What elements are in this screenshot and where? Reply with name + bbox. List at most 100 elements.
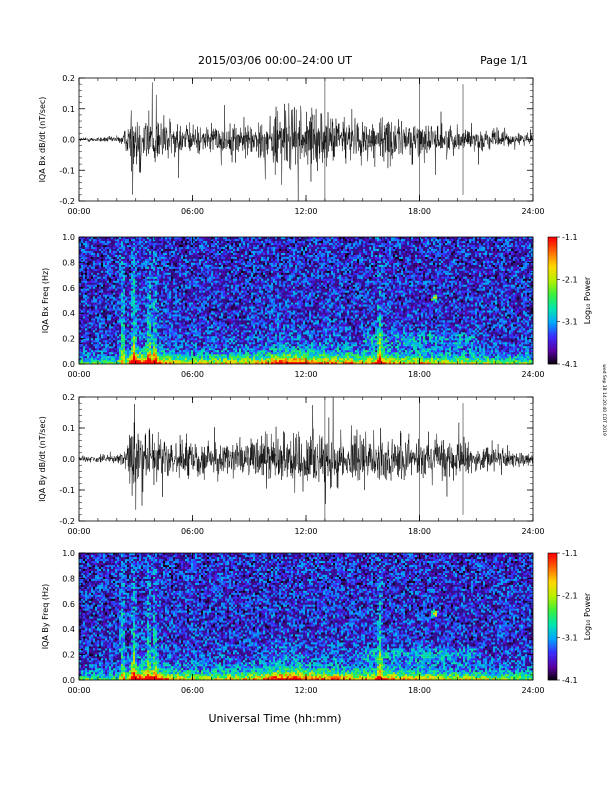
bx-spectrogram-cell (245, 346, 248, 349)
bx-spectrogram-cell (197, 266, 200, 269)
bx-spectrogram-cell (95, 332, 98, 335)
bx-spectrogram-cell (193, 362, 196, 365)
bx-spectrogram-cell (87, 298, 90, 301)
bx-spectrogram-cell (261, 348, 264, 351)
bx-spectrogram-cell (271, 266, 274, 269)
bx-spectrogram-cell (259, 348, 262, 351)
bx-spectrogram-cell (161, 264, 164, 267)
bx-spectrogram-cell (165, 248, 168, 252)
bx-spectrogram-cell (201, 284, 204, 287)
bx-spectrogram-cell (123, 352, 126, 355)
bx-spectrogram-cell (159, 332, 162, 335)
bx-spectrogram-cell (273, 300, 276, 303)
bx-spectrogram-cell (109, 288, 112, 291)
bx-spectrogram-cell (245, 252, 248, 256)
bx-spectrogram-cell (167, 340, 170, 343)
bx-spectrogram-cell (181, 310, 184, 313)
bx-spectrogram-cell (125, 330, 128, 333)
bx-spectrogram-cell (283, 282, 286, 285)
bx-spectrogram-cell (233, 242, 236, 246)
bx-spectrogram-cell (133, 260, 136, 263)
bx-spectrogram-cell (107, 270, 110, 273)
bx-spectrogram-cell (215, 324, 218, 327)
bx-spectrogram-cell (127, 324, 130, 327)
bx-spectrogram-cell (159, 280, 162, 283)
bx-spectrogram-cell (117, 316, 120, 319)
bx-spectrogram-cell (273, 308, 276, 311)
bx-spectrogram-cell (205, 320, 208, 323)
bx-spectrogram-cell (115, 332, 118, 335)
bx-spectrogram-cell (105, 304, 108, 307)
bx-spectrogram-cell (281, 320, 284, 323)
bx-spectrogram-cell (85, 306, 88, 309)
bx-spectrogram-cell (193, 248, 196, 252)
bx-spectrogram-cell (157, 268, 160, 271)
bx-spectrogram-cell (175, 294, 178, 297)
bx-spectrogram-cell (171, 322, 174, 325)
bx-spectrogram-cell (201, 354, 204, 357)
bx-spectrogram-cell (85, 314, 88, 317)
bx-spectrogram-cell (199, 356, 202, 359)
bx-spectrogram-cell (97, 336, 100, 339)
bx-spectrogram-cell (101, 358, 104, 361)
bx-waveform-xtick-label: 12:00 (294, 207, 317, 216)
bx-spectrogram-cell (157, 264, 160, 267)
bx-spectrogram-cell (135, 288, 138, 291)
bx-spectrogram-cell (187, 348, 190, 351)
bx-spectrogram-cell (225, 310, 228, 313)
bx-spectrogram-cell (271, 246, 274, 250)
bx-spectrogram-cell (119, 266, 122, 269)
bx-spectrogram-cell (257, 348, 260, 351)
bx-spectrogram-cell (149, 342, 152, 345)
bx-spectrogram-cell (215, 334, 218, 337)
bx-spectrogram-cell (259, 240, 262, 244)
bx-spectrogram-cell (231, 280, 234, 283)
bx-spectrogram-cell (193, 332, 196, 335)
bx-spectrogram-cell (259, 237, 262, 240)
bx-spectrogram-cell (209, 320, 212, 323)
bx-spectrogram-cell (93, 298, 96, 301)
bx-spectrogram-cell (165, 280, 168, 283)
bx-spectrogram-cell (269, 240, 272, 244)
bx-spectrogram-cell (265, 304, 268, 307)
bx-spectrogram-cell (233, 244, 236, 248)
bx-spectrogram-cell (111, 272, 114, 275)
bx-spectrogram-cell (123, 362, 126, 365)
bx-spectrogram-cell (155, 356, 158, 359)
bx-spectrogram-cell (207, 324, 210, 327)
bx-spectrogram-cell (189, 250, 192, 254)
bx-spectrogram-cell (143, 292, 146, 295)
bx-spectrogram-cell (163, 338, 166, 341)
bx-spectrogram-cell (131, 320, 134, 323)
bx-spectrogram-cell (237, 348, 240, 351)
bx-spectrogram-cell (111, 264, 114, 267)
bx-spectrogram-cell (215, 352, 218, 355)
bx-spectrogram-cell (245, 354, 248, 357)
bx-spectrogram-cell (125, 292, 128, 295)
bx-spectrogram-cell (233, 316, 236, 319)
bx-spectrogram-cell (279, 352, 282, 355)
bx-spectrogram-cell (223, 296, 226, 299)
bx-spectrogram-cell (231, 242, 234, 246)
bx-spectrogram-cell (157, 332, 160, 335)
bx-spectrogram-cell (255, 258, 258, 261)
bx-spectrogram-cell (187, 312, 190, 315)
bx-spectrogram-cell (281, 237, 284, 240)
bx-spectrogram-cell (255, 328, 258, 331)
bx-spectrogram-cell (195, 344, 198, 347)
bx-spectrogram-cell (257, 300, 260, 303)
bx-spectrogram-cell (91, 358, 94, 361)
bx-spectrogram-cell (99, 318, 102, 321)
bx-spectrogram-cell (177, 340, 180, 343)
bx-spectrogram-cell (141, 322, 144, 325)
bx-spectrogram-cell (133, 350, 136, 353)
bx-spectrogram-cell (105, 334, 108, 337)
bx-spectrogram-cell (113, 258, 116, 261)
bx-spectrogram-cell (227, 284, 230, 287)
bx-spectrogram-cell (229, 328, 232, 331)
bx-spectrogram-cell (103, 240, 106, 244)
bx-spectrogram-cell (229, 246, 232, 250)
bx-spectrogram-cell (223, 260, 226, 263)
bx-spectrogram-cell (91, 278, 94, 281)
bx-spectrogram-cell (179, 272, 182, 275)
